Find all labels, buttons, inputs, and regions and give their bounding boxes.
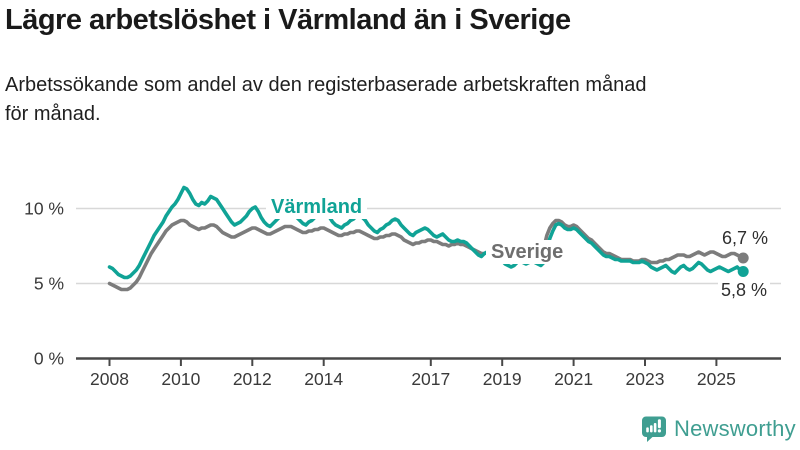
x-tick-label: 2023 bbox=[626, 369, 665, 389]
chart-subtitle: Arbetssökande som andel av den registerb… bbox=[5, 71, 785, 129]
value-label-varmland: 5,8 % bbox=[718, 279, 771, 301]
x-tick-label: 2008 bbox=[90, 369, 129, 389]
chart-subtitle-line1: Arbetssökande som andel av den registerb… bbox=[5, 74, 647, 96]
x-tick-label: 2014 bbox=[304, 369, 343, 389]
newsworthy-bubble-icon bbox=[642, 416, 666, 442]
page-title: Lägre arbetslöshet i Värmland än i Sveri… bbox=[5, 4, 571, 36]
series-label-sverige: Sverige bbox=[486, 240, 569, 264]
x-tick-label: 2012 bbox=[233, 369, 272, 389]
x-tick-label: 2017 bbox=[411, 369, 450, 389]
y-tick-label: 10 % bbox=[24, 199, 64, 219]
x-tick-label: 2021 bbox=[554, 369, 593, 389]
x-tick-label: 2010 bbox=[161, 369, 200, 389]
value-label-sverige: 6,7 % bbox=[722, 228, 769, 248]
chart-subtitle-line2: för månad. bbox=[5, 103, 101, 125]
series-label-varmland: Värmland bbox=[266, 195, 368, 219]
y-tick-label: 0 % bbox=[34, 349, 64, 369]
y-tick-label: 5 % bbox=[34, 274, 64, 294]
x-tick-label: 2025 bbox=[697, 369, 736, 389]
x-tick-label: 2019 bbox=[483, 369, 522, 389]
series-line-sverige bbox=[107, 218, 746, 292]
series-line-värmland bbox=[107, 185, 746, 280]
series-end-dot-sverige bbox=[737, 252, 749, 264]
series-end-dot-värmland bbox=[737, 266, 749, 277]
newsworthy-wordmark: Newsworthy bbox=[674, 416, 796, 441]
newsworthy-logo: Newsworthy bbox=[641, 415, 796, 443]
